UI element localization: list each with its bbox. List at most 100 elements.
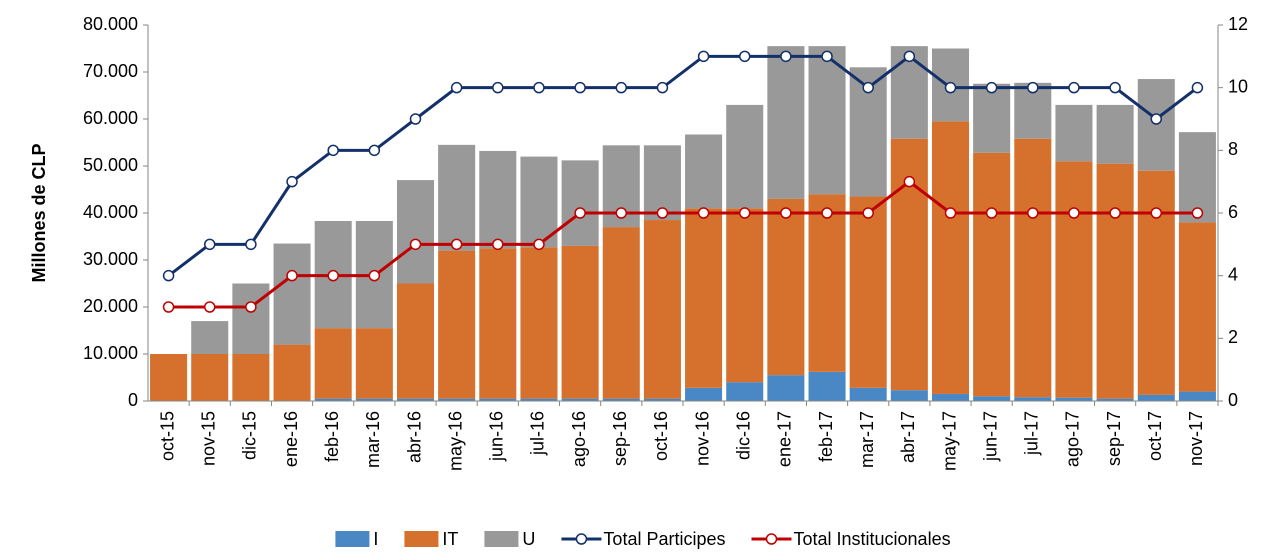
- line-marker: [533, 81, 545, 94]
- bar-segment: [438, 144, 476, 251]
- bar-segment: [726, 382, 764, 401]
- bar-segment: [931, 393, 970, 401]
- line-marker: [862, 207, 874, 219]
- line-marker: [1027, 81, 1039, 94]
- bar-segment: [1137, 170, 1175, 395]
- line-marker: [409, 113, 422, 125]
- bar-segment: [602, 398, 640, 401]
- line-marker: [286, 269, 298, 282]
- legend-label: I: [373, 529, 378, 549]
- bar-segment: [191, 321, 229, 354]
- x-tick-label: may-16: [445, 411, 465, 471]
- line-marker: [1068, 81, 1080, 94]
- bar-segment: [973, 83, 1011, 153]
- x-tick-label: mar-16: [363, 411, 383, 468]
- y-tick-label: 60.000: [83, 108, 138, 128]
- x-tick-label: ago-17: [1063, 411, 1083, 467]
- bar-segment: [602, 227, 640, 399]
- line-marker: [985, 207, 998, 219]
- bar-segment: [808, 46, 846, 195]
- bar-segment: [685, 208, 723, 388]
- line-marker: [533, 238, 545, 251]
- bar-segment: [643, 398, 681, 401]
- line-marker: [780, 207, 792, 219]
- bar-segment: [931, 121, 970, 394]
- bar-segment: [479, 398, 517, 401]
- x-tick-label: nov-17: [1186, 411, 1206, 466]
- y-tick-label: 70.000: [83, 61, 138, 81]
- y-tick-label: 30.000: [83, 249, 138, 269]
- x-tick-label: abr-17: [898, 411, 918, 463]
- bar-segment: [150, 354, 188, 401]
- bar-segment: [396, 398, 435, 401]
- bar-segment: [232, 354, 270, 401]
- bar-segment: [191, 354, 229, 401]
- y-tick-label: 80.000: [83, 14, 138, 34]
- bar-segment: [1178, 391, 1216, 401]
- y2-tick-label: 2: [1228, 327, 1238, 347]
- bar-segment: [808, 194, 846, 372]
- bar-segment: [1014, 397, 1052, 401]
- x-tick-label: dic-15: [240, 411, 260, 460]
- bar-segment: [355, 328, 393, 399]
- x-tick-label: feb-16: [322, 411, 342, 462]
- bar-segment: [849, 387, 887, 401]
- line-marker: [574, 207, 586, 219]
- bar-segment: [520, 247, 558, 399]
- line-marker: [1068, 207, 1080, 219]
- line-marker: [903, 50, 916, 63]
- line-marker: [985, 81, 998, 94]
- line-marker: [327, 144, 339, 157]
- y2-tick-label: 0: [1228, 390, 1238, 410]
- x-tick-label: jun-16: [487, 411, 507, 462]
- line-marker: [1109, 81, 1121, 94]
- x-tick-label: sep-17: [1104, 411, 1124, 466]
- bar-segment: [1137, 394, 1175, 401]
- y2-tick-label: 4: [1228, 264, 1238, 284]
- bar-segment: [273, 344, 311, 401]
- legend-swatch: [404, 531, 439, 547]
- bar-segment: [1055, 104, 1093, 162]
- line: [168, 179, 1198, 309]
- line-marker: [821, 207, 833, 219]
- line-marker: [903, 175, 916, 188]
- y-tick-label: 40.000: [83, 202, 138, 222]
- line-marker: [656, 81, 669, 94]
- line-marker: [944, 81, 957, 94]
- bar-segment: [520, 156, 558, 248]
- line-marker: [203, 238, 216, 251]
- bar-segment: [685, 134, 723, 209]
- line-marker: [409, 238, 422, 251]
- line-marker: [492, 238, 504, 251]
- line-marker: [615, 207, 628, 219]
- y-tick-label: 0: [128, 390, 138, 410]
- line-marker: [450, 81, 463, 94]
- legend-swatch: [335, 531, 370, 547]
- bar-segment: [973, 396, 1011, 401]
- line-marker: [738, 207, 751, 219]
- x-tick-label: nov-16: [692, 411, 712, 466]
- bar-segment: [1178, 222, 1216, 392]
- line-marker: [1109, 207, 1121, 219]
- legend-swatch: [484, 531, 519, 547]
- bar-segment: [273, 243, 311, 345]
- y-tick-label: 50.000: [83, 155, 138, 175]
- bar-segment: [396, 283, 435, 399]
- line-marker: [656, 207, 669, 219]
- y2-tick-label: 6: [1228, 202, 1238, 222]
- line-marker: [1150, 207, 1163, 219]
- y2-tick-label: 12: [1228, 14, 1248, 34]
- x-tick-label: ene-16: [281, 411, 301, 467]
- bar-segment: [726, 104, 764, 209]
- bar-segment: [561, 160, 599, 246]
- x-tick-label: feb-17: [816, 411, 836, 462]
- line-marker: [1191, 207, 1204, 219]
- bar-segment: [314, 328, 352, 399]
- line-marker: [697, 207, 710, 219]
- line-marker: [697, 50, 710, 63]
- bar-segment: [479, 150, 517, 249]
- bar-segment: [561, 398, 599, 401]
- line: [167, 54, 1199, 277]
- y-tick-label: 10.000: [83, 343, 138, 363]
